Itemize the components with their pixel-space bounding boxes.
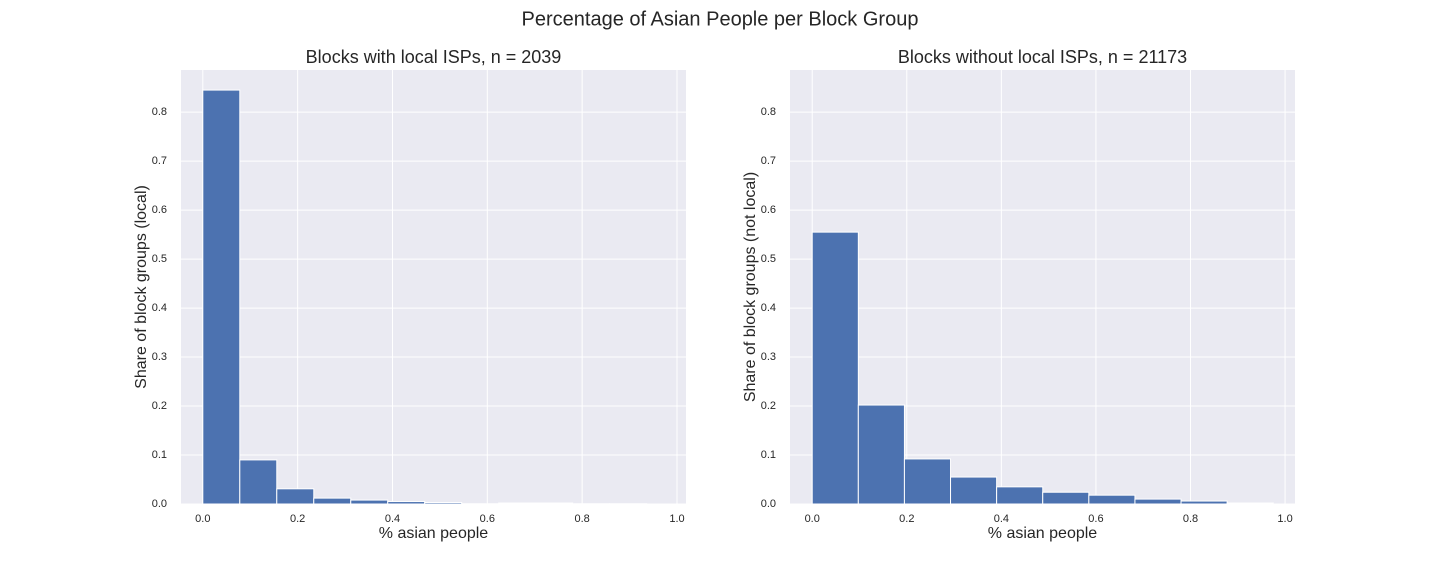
y-tick-label: 0.5 — [761, 253, 776, 265]
x-axis-label: % asian people — [988, 525, 1098, 542]
figure-title: Percentage of Asian People per Block Gro… — [522, 8, 919, 30]
x-tick-label: 0.4 — [385, 513, 400, 525]
subplot-title: Blocks with local ISPs, n = 2039 — [306, 47, 562, 67]
y-axis-label: Share of block groups (not local) — [742, 172, 759, 402]
y-tick-label: 0.8 — [761, 106, 776, 118]
y-tick-label: 0.3 — [761, 351, 776, 363]
x-tick-label: 0.2 — [290, 513, 305, 525]
bar — [1042, 491, 1090, 505]
x-tick-label: 1.0 — [1277, 513, 1292, 525]
plot-area — [181, 70, 686, 504]
x-tick-label: 0.0 — [805, 513, 820, 525]
x-tick-label: 0.6 — [1088, 513, 1103, 525]
y-tick-label: 0.4 — [761, 302, 776, 314]
bar — [996, 486, 1044, 505]
x-tick-label: 0.8 — [1183, 513, 1198, 525]
bar — [1180, 500, 1228, 505]
bar — [1134, 498, 1182, 505]
y-tick-label: 0.3 — [152, 351, 167, 363]
subplot-title: Blocks without local ISPs, n = 21173 — [898, 47, 1187, 67]
y-tick-label: 0.6 — [761, 204, 776, 216]
y-tick-label: 0.1 — [761, 449, 776, 461]
bar — [857, 404, 905, 505]
bar — [1088, 494, 1136, 505]
x-tick-label: 0.4 — [994, 513, 1009, 525]
x-tick-label: 1.0 — [669, 513, 684, 525]
bar — [811, 231, 859, 505]
y-tick-label: 0.4 — [152, 302, 167, 314]
bar — [1226, 502, 1274, 505]
y-tick-label: 0.8 — [152, 106, 167, 118]
y-tick-label: 0.6 — [152, 204, 167, 216]
x-tick-label: 0.0 — [195, 513, 210, 525]
x-tick-label: 0.2 — [899, 513, 914, 525]
bar — [903, 458, 952, 505]
bar — [498, 502, 537, 505]
y-axis-label: Share of block groups (local) — [133, 185, 150, 389]
bar — [950, 476, 998, 505]
bar — [276, 488, 315, 505]
y-tick-label: 0.2 — [761, 400, 776, 412]
y-tick-label: 0.0 — [761, 498, 776, 510]
bar — [239, 459, 278, 505]
bar — [535, 502, 574, 505]
bar — [424, 502, 463, 505]
y-tick-label: 0.7 — [152, 155, 167, 167]
x-axis-label: % asian people — [379, 525, 489, 542]
bar — [387, 501, 426, 505]
x-tick-label: 0.6 — [480, 513, 495, 525]
y-tick-label: 0.2 — [152, 400, 167, 412]
x-tick-label: 0.8 — [575, 513, 590, 525]
bar — [313, 497, 352, 505]
y-tick-label: 0.5 — [152, 253, 167, 265]
y-tick-label: 0.0 — [152, 498, 167, 510]
y-tick-label: 0.7 — [761, 155, 776, 167]
bar — [350, 499, 389, 505]
y-tick-label: 0.1 — [152, 449, 167, 461]
bar — [202, 89, 241, 505]
